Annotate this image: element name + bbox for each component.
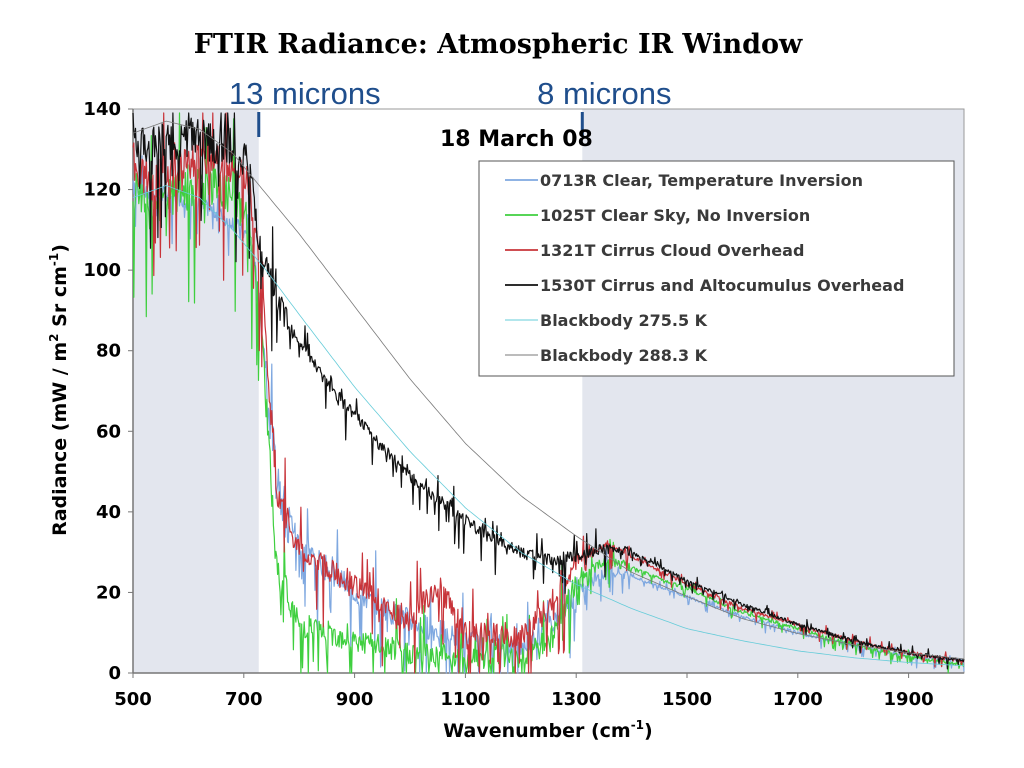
series-line-5 [132, 120, 965, 660]
series-line-3 [132, 112, 965, 670]
x-axis-label-main: Wavenumber (cm [443, 720, 630, 742]
legend-label-2: 1321T Cirrus Cloud Overhead [540, 241, 804, 260]
x-tick-label-1700: 1700 [773, 689, 823, 710]
y-axis-label-main: Radiance (mW / m [49, 342, 71, 536]
date-label: 18 March 08 [440, 127, 593, 152]
x-tick-label-700: 700 [225, 689, 263, 710]
legend-label-1: 1025T Clear Sky, No Inversion [540, 206, 810, 225]
x-tick-label-500: 500 [114, 689, 152, 710]
legend-box [478, 160, 955, 377]
y-axis-label-sup2: -1 [47, 253, 61, 266]
y-axis-label: Radiance (mW / m2 Sr cm-1) [47, 244, 71, 536]
x-tick-label-900: 900 [336, 689, 374, 710]
y-tick-label-100: 100 [83, 260, 121, 281]
series-lines [132, 112, 965, 674]
x-axis-label: Wavenumber (cm-1) [443, 718, 652, 742]
y-tick-label-60: 60 [96, 421, 121, 442]
y-tick-label-20: 20 [96, 582, 121, 603]
x-tick-label-1500: 1500 [662, 689, 712, 710]
micron-label-1: 8 microns [537, 76, 671, 111]
y-axis-label-end: ) [49, 244, 71, 253]
x-tick-label-1300: 1300 [551, 689, 601, 710]
y-tick-label-40: 40 [96, 502, 121, 523]
plot-frame [132, 108, 965, 674]
micron-markers: 13 microns 8 microns [229, 76, 671, 137]
legend: 0713R Clear, Temperature Inversion 1025T … [478, 160, 955, 377]
series-line-4 [132, 185, 965, 667]
legend-label-5: Blackbody 288.3 K [540, 346, 708, 365]
x-tick-label-1100: 1100 [440, 689, 490, 710]
y-tick-label-140: 140 [83, 99, 121, 120]
micron-label-0: 13 microns [229, 76, 381, 111]
legend-label-4: Blackbody 275.5 K [540, 311, 708, 330]
y-tick-label-0: 0 [108, 663, 121, 684]
y-tick-label-120: 120 [83, 180, 121, 201]
y-axis-label-mid: Sr cm [49, 266, 71, 333]
x-axis-label-end: ) [644, 720, 653, 742]
chart-title: FTIR Radiance: Atmospheric IR Window [194, 29, 803, 60]
legend-label-3: 1530T Cirrus and Altocumulus Overhead [540, 276, 904, 295]
axis-ticks: 500 700 900 1100 1300 1500 1700 1900 0 20 40 60 80 10… [83, 99, 933, 710]
x-axis-label-sup: -1 [631, 718, 644, 732]
y-axis-label-sup1: 2 [47, 333, 61, 341]
legend-label-0: 0713R Clear, Temperature Inversion [540, 171, 863, 190]
x-tick-label-1900: 1900 [884, 689, 934, 710]
series-line-1 [132, 112, 965, 674]
y-tick-label-80: 80 [96, 341, 121, 362]
